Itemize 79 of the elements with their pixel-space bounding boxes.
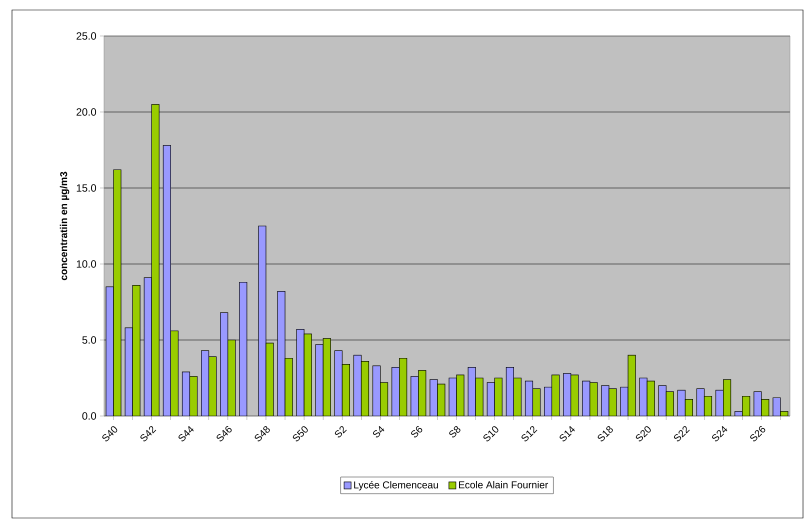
bar — [296, 329, 304, 416]
x-tick-label: S6 — [411, 426, 422, 438]
x-tick-label: S22 — [674, 426, 690, 442]
bar — [360, 360, 370, 416]
bar — [342, 364, 350, 416]
x-tick-label: S40 — [102, 426, 118, 442]
bar — [570, 374, 579, 416]
bar — [552, 374, 560, 416]
bar — [304, 334, 312, 416]
bar — [380, 382, 388, 416]
bar — [704, 396, 712, 416]
bar — [666, 391, 674, 416]
x-tick-label: S8 — [449, 426, 460, 438]
y-tick-label: 15.0 — [76, 184, 96, 192]
x-tick-label: S44 — [178, 426, 194, 442]
bar — [353, 354, 362, 416]
bar — [742, 396, 750, 416]
bar — [201, 350, 210, 416]
bar — [208, 356, 217, 416]
bar — [582, 380, 590, 416]
bar — [723, 379, 732, 416]
bar — [399, 358, 408, 416]
bar — [334, 350, 342, 416]
bar — [544, 386, 552, 416]
x-tick-label: S18 — [598, 426, 613, 442]
bar — [418, 370, 426, 416]
bar — [468, 367, 476, 416]
y-tick-label: 25.0 — [76, 32, 96, 40]
x-tick-label: S24 — [712, 426, 728, 442]
y-tick-label: 0.0 — [82, 412, 96, 420]
y-tick-label: 5.0 — [82, 336, 96, 344]
x-tick-label: S20 — [636, 426, 651, 442]
bar — [590, 382, 598, 416]
x-tick-label: S26 — [750, 426, 766, 442]
bar — [658, 385, 666, 416]
bar — [639, 378, 648, 416]
x-tick-label: S50 — [292, 426, 308, 442]
y-tick-label: 20.0 — [76, 108, 96, 116]
bar — [532, 388, 541, 416]
x-tick-label: S48 — [254, 426, 270, 442]
bar — [677, 390, 686, 416]
x-tick-label: S46 — [216, 426, 232, 442]
bar — [486, 382, 495, 416]
bar — [144, 277, 152, 416]
bar — [220, 312, 228, 416]
bar — [392, 367, 400, 416]
x-tick-label: S14 — [560, 426, 575, 442]
bar — [475, 378, 484, 416]
bar — [494, 378, 502, 416]
bar — [170, 330, 178, 416]
bar — [151, 104, 160, 416]
bar — [524, 380, 534, 416]
bar — [315, 344, 324, 416]
bar — [228, 340, 236, 416]
x-tick-label: S12 — [522, 426, 538, 442]
bar — [189, 376, 198, 416]
legend-label: Ecole Alain Fournier — [459, 481, 548, 488]
bar — [513, 378, 522, 416]
bar — [696, 388, 705, 416]
y-tick-label: 10.0 — [76, 260, 96, 268]
bar — [239, 282, 248, 416]
bar — [162, 145, 171, 416]
bar — [132, 284, 140, 416]
bar — [754, 391, 762, 416]
bar — [646, 380, 655, 416]
legend-label: Lycée Clemenceau — [354, 480, 438, 490]
bar — [372, 366, 381, 416]
bar — [563, 373, 572, 416]
x-tick-label: S42 — [140, 426, 156, 442]
x-tick-label: S10 — [483, 426, 498, 442]
x-tick-label: S4 — [372, 426, 384, 438]
bar — [322, 338, 331, 416]
bar — [124, 328, 133, 416]
y-axis-title: concentratiin en µg/m3 — [60, 172, 70, 280]
bar — [716, 390, 724, 416]
bar — [182, 372, 190, 416]
bar — [410, 376, 419, 416]
bar — [506, 367, 514, 416]
x-tick-label: S2 — [334, 426, 347, 438]
